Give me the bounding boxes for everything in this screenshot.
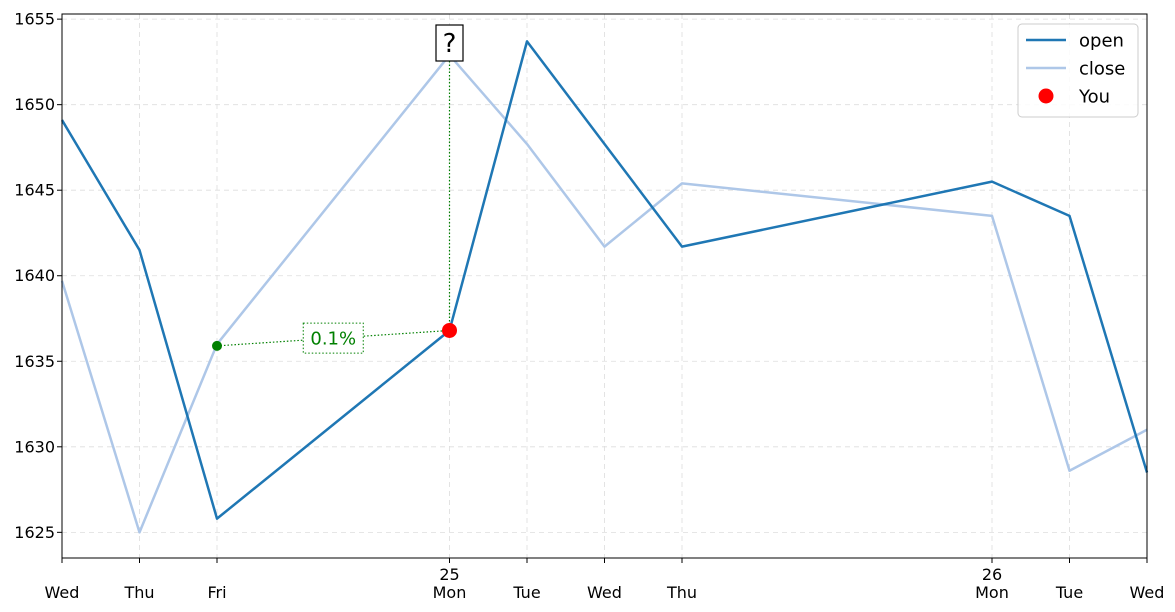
x-tick-label: Mon xyxy=(975,583,1009,602)
percent-label: 0.1% xyxy=(310,329,356,350)
x-tick-date-label: 26 xyxy=(982,565,1002,584)
you-point xyxy=(442,322,457,338)
question-mark: ? xyxy=(443,29,457,59)
x-tick-label: Fri xyxy=(207,583,226,602)
y-tick-label: 1645 xyxy=(14,181,55,200)
legend: open close You xyxy=(1017,23,1139,118)
series-line-open xyxy=(60,40,1149,520)
legend-label-close: close xyxy=(1079,59,1125,80)
x-tick-label: Tue xyxy=(512,583,540,602)
legend-swatch-you xyxy=(1038,88,1054,104)
reference-point xyxy=(212,340,222,351)
question-box xyxy=(435,24,464,62)
grid-lines xyxy=(61,14,1148,558)
annotation-layer: 0.1% ? xyxy=(212,24,464,354)
y-tick-label: 1650 xyxy=(14,95,55,114)
y-tick-label: 1640 xyxy=(14,266,55,285)
x-tick-label: Wed xyxy=(1130,583,1165,602)
legend-label-you: You xyxy=(1078,87,1110,108)
x-tick-label: Thu xyxy=(123,583,154,602)
series-layer xyxy=(60,40,1149,534)
y-axis: 1625 1630 1635 1640 1645 1650 1655 xyxy=(14,10,62,542)
x-tick-label: Tue xyxy=(1055,583,1083,602)
series-line-close xyxy=(60,53,1148,534)
y-tick-label: 1630 xyxy=(14,437,55,456)
y-tick-label: 1655 xyxy=(14,10,55,29)
y-tick-label: 1635 xyxy=(14,352,55,371)
percent-label-box xyxy=(302,322,364,354)
x-tick-date-label: 25 xyxy=(439,565,459,584)
legend-label-open: open xyxy=(1079,31,1124,52)
x-tick-label: Mon xyxy=(433,583,467,602)
x-tick-label: Wed xyxy=(45,583,80,602)
x-tick-label: Wed xyxy=(587,583,622,602)
y-tick-label: 1625 xyxy=(14,523,55,542)
x-tick-label: Thu xyxy=(666,583,697,602)
